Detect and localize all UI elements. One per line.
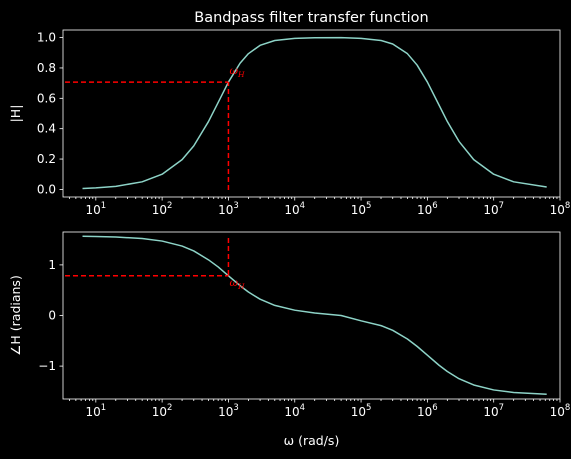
series-line-1 [82,36,547,190]
x-tick-label: 108 [550,403,571,419]
plot-panel-2: 101 102 103 104 105 106 107 108 −1 0 1 ∠H (radians)… [8,231,571,448]
y-tick-label: 0 [48,309,56,323]
x-tick-label: 107 [483,201,504,217]
x-tick-label: 103 [218,403,239,419]
x-tick-label: 102 [152,201,173,217]
chart-title: Bandpass filter transfer function [194,10,428,26]
y-tick-label: 0.8 [37,61,56,75]
x-tick-label: 107 [483,403,504,419]
y-tick-label: 1 [48,258,56,272]
series-line-1 [82,235,547,395]
cutoff-label: ωH [229,65,245,79]
x-tick-label: 104 [284,403,305,419]
axes-frame [62,29,561,198]
y-tick-label: 0.0 [37,182,56,196]
y-tick-label: 1.0 [37,31,56,45]
y-tick-label: 0.6 [37,91,56,105]
plot-panel-1: Bandpass filter transfer function 101 102 1… [8,10,570,217]
x-tick-label: 102 [152,403,173,419]
x-axis-label: ω (rad/s) [284,433,340,448]
x-tick-label: 105 [351,201,372,217]
x-tick-label: 106 [417,201,438,217]
y-axis-label: |H| [8,105,23,123]
y-tick-label: 0.2 [37,152,56,166]
x-tick-label: 103 [218,201,239,217]
x-tick-label: 105 [351,403,372,419]
y-tick-label: −1 [38,359,56,373]
x-tick-label: 101 [85,403,106,419]
x-tick-label: 106 [417,403,438,419]
y-axis-label: ∠H (radians) [8,275,23,356]
x-tick-label: 101 [85,201,106,217]
x-tick-label: 108 [550,201,571,217]
x-tick-label: 104 [284,201,305,217]
cutoff-label: ωH [229,277,245,291]
y-tick-label: 0.4 [37,122,56,136]
